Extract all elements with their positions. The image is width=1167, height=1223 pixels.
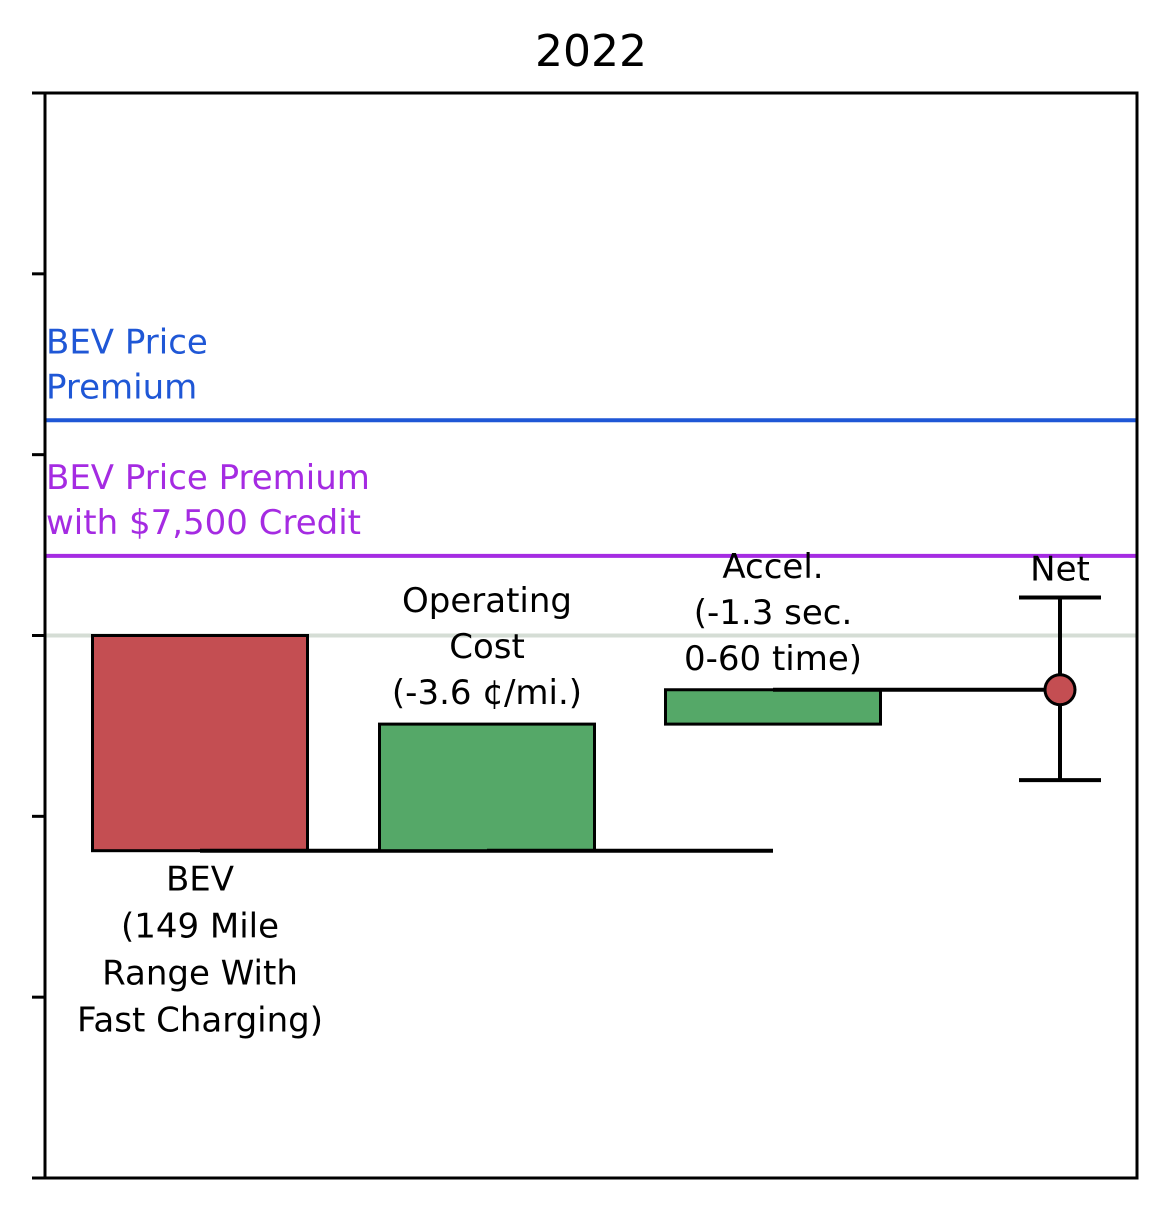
- net-point: [1043, 673, 1077, 707]
- bar-label-operating-cost-line: Cost: [449, 627, 525, 667]
- reference-label-premium-credit-line: with $7,500 Credit: [46, 503, 361, 543]
- bar-label-operating-cost: Operating Cost (-3.6 ¢/mi.): [392, 581, 582, 713]
- bar-label-bev-line: Range With: [102, 954, 298, 994]
- reference-label-premium-line: Premium: [46, 367, 197, 407]
- bar-label-bev: BEV (149 Mile Range With Fast Charging): [77, 860, 323, 1041]
- bar-label-operating-cost-line: Operating: [402, 581, 572, 621]
- bar-bev: [91, 634, 309, 853]
- reference-label-premium: BEV Price Premium: [46, 322, 208, 407]
- bar-accel: [664, 688, 882, 726]
- chart-title: 2022: [535, 26, 647, 77]
- bar-label-accel-line: 0-60 time): [684, 639, 862, 679]
- bar-operating-cost: [378, 722, 596, 853]
- bar-label-accel-line: Accel.: [722, 547, 823, 587]
- bar-label-bev-line: BEV: [166, 860, 234, 900]
- bar-label-bev-line: (149 Mile: [121, 907, 279, 947]
- bar-label-accel: Accel. (-1.3 sec. 0-60 time): [684, 547, 862, 679]
- reference-label-premium-line: BEV Price: [46, 322, 208, 362]
- bar-label-operating-cost-line: (-3.6 ¢/mi.): [392, 673, 582, 713]
- reference-label-premium-credit: BEV Price Premium with $7,500 Credit: [46, 458, 370, 543]
- bar-label-accel-line: (-1.3 sec.: [694, 593, 853, 633]
- reference-label-premium-credit-line: BEV Price Premium: [46, 458, 370, 498]
- net-label: Net: [1030, 550, 1090, 590]
- bar-label-bev-line: Fast Charging): [77, 1001, 323, 1041]
